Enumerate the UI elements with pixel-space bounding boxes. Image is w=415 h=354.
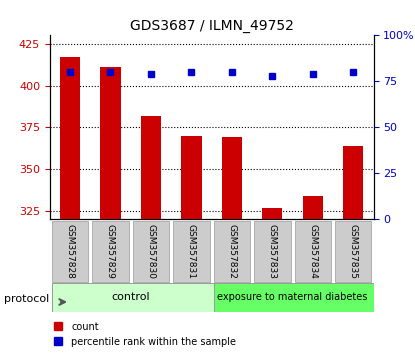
Bar [141, 116, 161, 219]
FancyBboxPatch shape [52, 221, 88, 282]
Bar [222, 137, 242, 219]
FancyBboxPatch shape [133, 221, 169, 282]
Text: control: control [111, 292, 150, 302]
Bar [262, 208, 283, 219]
Text: GSM357830: GSM357830 [146, 224, 156, 279]
FancyBboxPatch shape [92, 221, 129, 282]
Text: GSM357834: GSM357834 [308, 224, 317, 279]
Text: exposure to maternal diabetes: exposure to maternal diabetes [217, 292, 368, 302]
FancyBboxPatch shape [52, 283, 214, 312]
FancyBboxPatch shape [214, 283, 376, 312]
Text: GSM357828: GSM357828 [66, 224, 75, 279]
Title: GDS3687 / ILMN_49752: GDS3687 / ILMN_49752 [130, 19, 293, 33]
Bar [100, 67, 121, 219]
Bar [343, 146, 364, 219]
FancyBboxPatch shape [214, 221, 250, 282]
FancyBboxPatch shape [295, 221, 331, 282]
Bar [60, 57, 80, 219]
FancyBboxPatch shape [335, 221, 371, 282]
Bar [181, 136, 202, 219]
FancyBboxPatch shape [173, 221, 210, 282]
Text: protocol: protocol [4, 294, 49, 304]
Bar [303, 196, 323, 219]
Legend: count, percentile rank within the sample: count, percentile rank within the sample [50, 318, 240, 350]
Text: GSM357831: GSM357831 [187, 224, 196, 279]
Text: GSM357833: GSM357833 [268, 224, 277, 279]
Text: GSM357835: GSM357835 [349, 224, 358, 279]
Text: GSM357829: GSM357829 [106, 224, 115, 279]
FancyBboxPatch shape [254, 221, 290, 282]
Text: GSM357832: GSM357832 [227, 224, 237, 279]
